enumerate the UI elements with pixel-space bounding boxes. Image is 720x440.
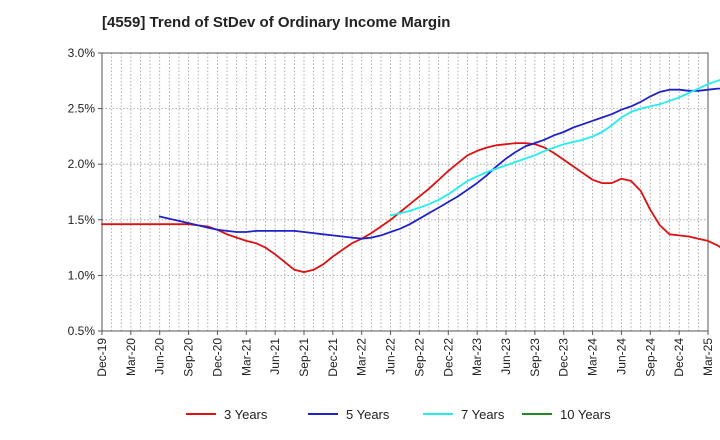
series-line-3-years [101,142,720,273]
x-tick-label: Jun-21 [268,338,282,375]
x-tick-label: Sep-23 [528,338,542,377]
axis-layer: 0.5% 1.0% 1.5% 2.0% 2.5% 3.0% Dec-19 Mar-20 Jun-… [68,46,715,377]
x-tick-label: Jun-20 [153,338,167,375]
legend-label: 3 Years [224,407,268,422]
x-tick-label: Dec-20 [210,338,224,377]
x-tick-label: Mar-24 [586,338,600,376]
legend-label: 7 Years [461,407,505,422]
x-tick-label: Sep-20 [182,338,196,377]
x-tick-label: Dec-21 [326,338,340,377]
x-tick-label: Sep-21 [297,338,311,377]
chart-title: [4559] Trend of StDev of Ordinary Income… [102,14,451,31]
series-line-5-years [158,87,720,240]
series-layer [101,79,720,273]
y-tick-label: 0.5% [68,324,96,338]
x-tick-label: Dec-24 [672,338,686,377]
x-tick-label: Mar-23 [470,338,484,376]
y-tick-label: 1.0% [68,268,96,282]
y-tick-label: 2.0% [68,157,96,171]
x-tick-label: Jun-23 [499,338,513,375]
grid-layer [102,52,708,332]
x-tick-label: Jun-22 [384,338,398,375]
legend-label: 10 Years [560,407,611,422]
x-tick-label: Sep-22 [412,338,426,377]
x-tick-label: Mar-25 [701,338,715,376]
x-tick-label: Sep-24 [643,338,657,377]
x-tick-label: Mar-20 [124,338,138,376]
x-tick-label: Mar-21 [239,338,253,376]
legend: 3 Years 5 Years 7 Years 10 Years [186,407,611,422]
x-tick-label: Dec-23 [557,338,571,377]
y-tick-label: 2.5% [68,102,96,116]
x-tick-label: Jun-24 [614,338,628,375]
y-tick-label: 1.5% [68,213,96,227]
x-tick-label: Dec-19 [95,338,109,377]
series-line-7-years [389,79,720,217]
x-tick-label: Mar-22 [355,338,369,376]
y-tick-label: 3.0% [68,46,96,60]
x-tick-label: Dec-22 [441,338,455,377]
plot-frame [101,52,709,332]
legend-label: 5 Years [346,407,390,422]
